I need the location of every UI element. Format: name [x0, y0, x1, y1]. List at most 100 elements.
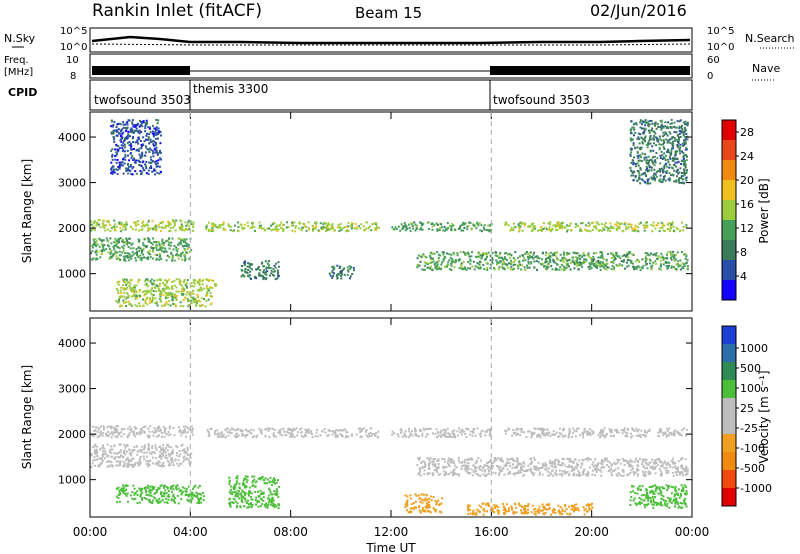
- scatter-cell: [489, 259, 492, 262]
- scatter-cell: [534, 428, 537, 431]
- scatter-cell: [599, 436, 602, 439]
- scatter-cell: [123, 244, 126, 247]
- scatter-cell: [680, 434, 683, 437]
- scatter-cell: [641, 140, 644, 143]
- scatter-cell: [123, 428, 126, 431]
- scatter-cell: [151, 294, 154, 297]
- scatter-cell: [336, 264, 339, 267]
- scatter-cell: [446, 222, 449, 224]
- scatter-cell: [145, 282, 148, 285]
- scatter-cell: [123, 301, 126, 304]
- scatter-cell: [576, 252, 579, 255]
- scatter-cell: [429, 262, 431, 265]
- scatter-cell: [458, 461, 461, 464]
- scatter-cell: [145, 463, 148, 466]
- scatter-cell: [202, 278, 205, 281]
- scatter-cell: [654, 136, 657, 139]
- scatter-cell: [183, 449, 186, 452]
- scatter-cell: [675, 170, 678, 173]
- scatter-cell: [259, 274, 262, 277]
- scatter-cell: [666, 251, 669, 254]
- scatter-cell: [437, 224, 439, 226]
- scatter-cell: [163, 430, 166, 433]
- scatter-cell: [499, 260, 502, 263]
- scatter-cell: [159, 247, 162, 250]
- scatter-cell: [655, 224, 658, 227]
- scatter-cell: [583, 427, 586, 430]
- scatter-cell: [417, 472, 420, 475]
- scatter-cell: [190, 282, 193, 285]
- scatter-cell: [682, 121, 685, 124]
- scatter-cell: [112, 252, 115, 255]
- scatter-cell: [110, 242, 113, 245]
- scatter-cell: [642, 224, 645, 227]
- scatter-cell: [246, 265, 249, 268]
- scatter-cell: [595, 226, 598, 229]
- scatter-cell: [505, 252, 508, 254]
- scatter-cell: [109, 230, 112, 232]
- scatter-cell: [325, 226, 328, 229]
- scatter-cell: [219, 224, 222, 227]
- scatter-cell: [157, 248, 160, 251]
- scatter-cell: [414, 434, 417, 437]
- scatter-cell: [581, 222, 584, 224]
- scatter-cell: [670, 254, 673, 257]
- scatter-cell: [131, 251, 134, 254]
- station-title: Rankin Inlet (fitACF): [92, 1, 262, 21]
- scatter-cell: [109, 237, 112, 240]
- scatter-cell: [307, 428, 310, 431]
- scatter-cell: [307, 431, 310, 434]
- scatter-cell: [135, 433, 138, 435]
- scatter-cell: [631, 467, 634, 470]
- scatter-cell: [459, 227, 462, 230]
- scatter-cell: [426, 222, 429, 225]
- scatter-cell: [610, 471, 613, 474]
- scatter-cell: [451, 461, 454, 464]
- scatter-cell: [643, 158, 646, 161]
- scatter-cell: [645, 221, 648, 224]
- scatter-cell: [268, 267, 271, 269]
- scatter-cell: [158, 258, 161, 261]
- scatter-cell: [627, 464, 630, 467]
- scatter-cell: [130, 304, 133, 307]
- scatter-cell: [658, 435, 661, 438]
- scatter-cell: [225, 436, 227, 439]
- scatter-cell: [409, 432, 412, 435]
- scatter-cell: [638, 222, 641, 225]
- scatter-cell: [472, 260, 475, 263]
- scatter-cell: [620, 475, 623, 478]
- scatter-cell: [665, 138, 668, 141]
- scatter-cell: [545, 260, 548, 263]
- scatter-cell: [168, 237, 170, 240]
- scatter-cell: [450, 253, 453, 256]
- scatter-cell: [560, 263, 563, 266]
- scatter-cell: [320, 226, 323, 229]
- scatter-cell: [331, 271, 334, 274]
- scatter-cell: [514, 251, 517, 254]
- scatter-cell: [129, 255, 132, 258]
- scatter-cell: [129, 128, 132, 131]
- scatter-cell: [118, 295, 121, 298]
- scatter-cell: [566, 224, 568, 227]
- scatter-cell: [677, 145, 680, 147]
- scatter-cell: [293, 428, 296, 431]
- scatter-cell: [592, 221, 595, 224]
- scatter-cell: [227, 223, 230, 226]
- scatter-cell: [149, 451, 152, 454]
- colorbar-tick-label: 4: [740, 270, 747, 283]
- scatter-cell: [519, 221, 522, 224]
- scatter-cell: [159, 297, 162, 300]
- scatter-cell: [152, 144, 155, 147]
- scatter-cell: [108, 465, 111, 468]
- scatter-cell: [422, 253, 425, 256]
- scatter-cell: [664, 125, 667, 128]
- scatter-cell: [662, 139, 665, 142]
- scatter-cell: [648, 254, 651, 257]
- scatter-cell: [632, 144, 635, 147]
- scatter-cell: [514, 263, 517, 266]
- scatter-cell: [498, 266, 501, 269]
- scatter-cell: [179, 281, 182, 283]
- scatter-cell: [331, 224, 334, 227]
- scatter-cell: [139, 124, 142, 127]
- scatter-cell: [181, 228, 183, 231]
